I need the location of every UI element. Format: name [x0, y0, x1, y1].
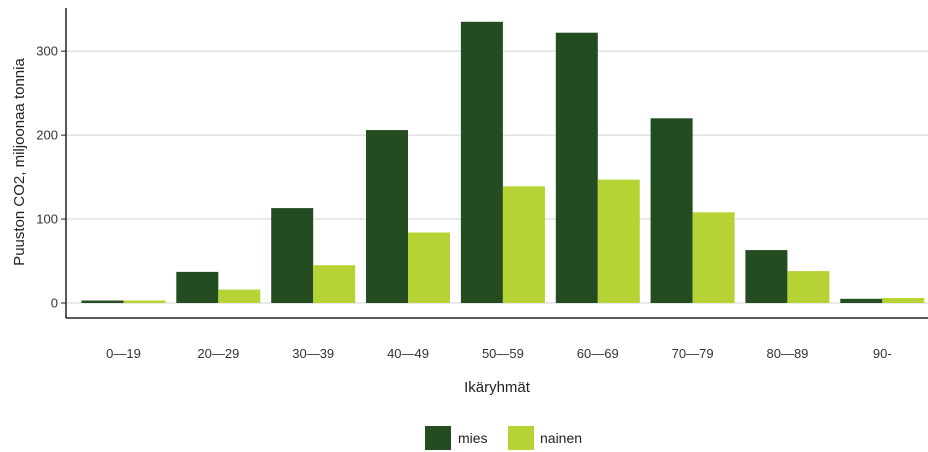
x-tick-label: 30—39 [292, 346, 334, 361]
x-tick-label: 90- [873, 346, 892, 361]
bar-mies-7 [745, 250, 788, 303]
y-tick-label: 300 [36, 44, 58, 59]
bar-nainen-4 [502, 186, 545, 303]
legend-swatch-mies [425, 426, 451, 450]
legend-label-mies: mies [458, 430, 488, 446]
bar-nainen-0 [123, 300, 166, 303]
bar-mies-0 [81, 300, 124, 303]
bar-nainen-6 [692, 212, 735, 303]
bar-mies-5 [555, 32, 598, 303]
bar-nainen-1 [218, 289, 261, 303]
bars [81, 21, 925, 304]
y-ticks: 0 100 200 300 [36, 44, 66, 311]
bar-mies-3 [366, 130, 408, 303]
bar-mies-8 [840, 298, 883, 303]
y-tick-label: 200 [36, 128, 58, 143]
bar-nainen-3 [408, 232, 450, 303]
x-tick-label: 60—69 [577, 346, 619, 361]
x-tick-label: 20—29 [197, 346, 239, 361]
x-ticks: 0—19 20—29 30—39 40—49 50—59 60—69 70—79 80—89 9… [106, 346, 892, 361]
x-tick-label: 80—89 [766, 346, 808, 361]
x-tick-label: 0—19 [106, 346, 141, 361]
y-tick-label: 0 [51, 296, 58, 311]
bar-nainen-8 [882, 298, 925, 303]
x-tick-label: 40—49 [387, 346, 429, 361]
x-axis-title: Ikäryhmät [464, 379, 531, 396]
x-tick-label: 70—79 [672, 346, 714, 361]
bar-mies-6 [650, 118, 693, 303]
y-tick-label: 100 [36, 212, 58, 227]
x-tick-label: 50—59 [482, 346, 524, 361]
legend: mies nainen [425, 426, 582, 450]
y-axis-title: Puuston CO2, miljoonaa tonnia [11, 58, 28, 266]
bar-nainen-2 [313, 265, 356, 303]
bar-nainen-7 [787, 271, 830, 303]
bar-nainen-5 [597, 179, 640, 303]
bar-mies-1 [176, 271, 219, 303]
bar-mies-4 [460, 21, 503, 304]
bar-mies-2 [271, 208, 314, 303]
legend-label-nainen: nainen [540, 430, 582, 446]
legend-swatch-nainen [508, 426, 534, 450]
